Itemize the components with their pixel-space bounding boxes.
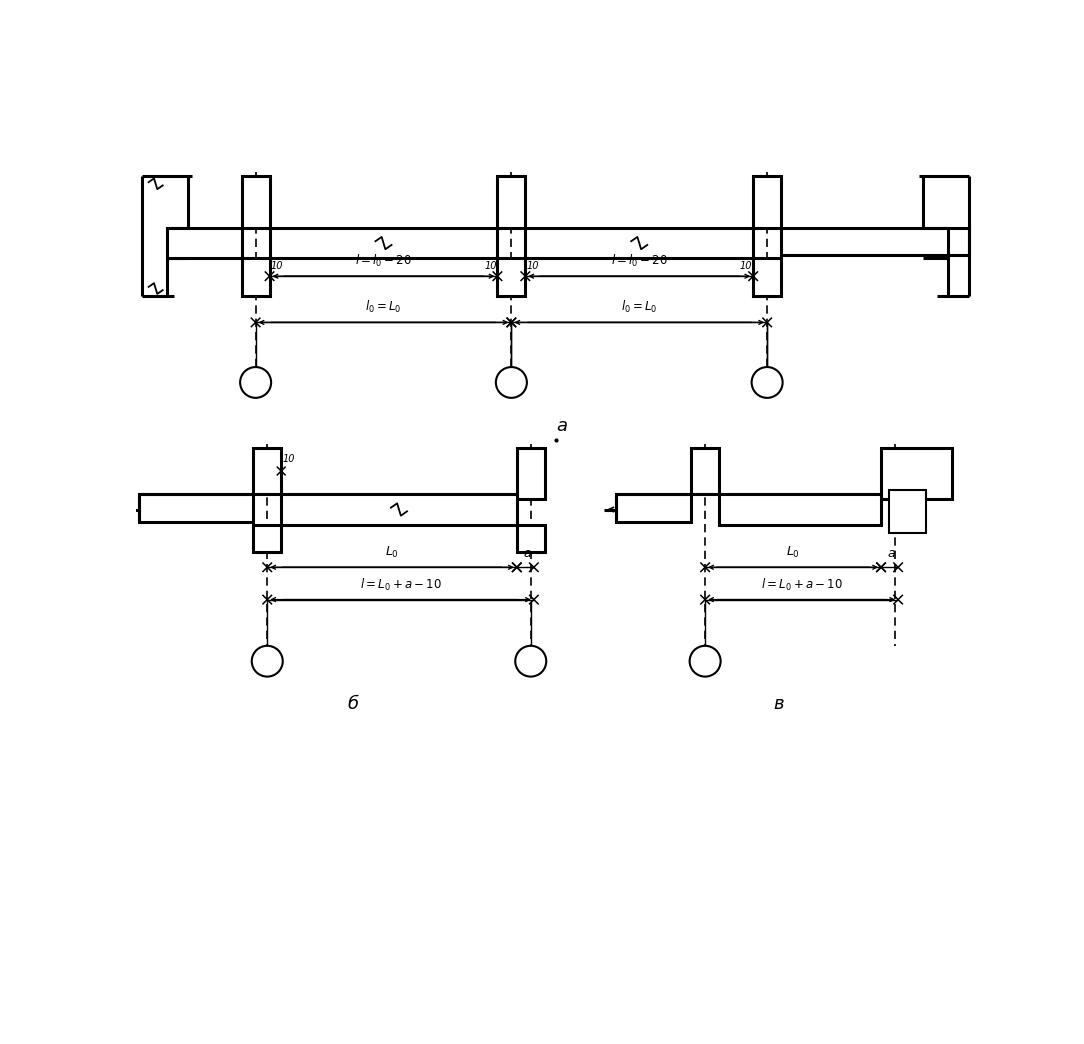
Bar — [254, 448, 281, 494]
Bar — [167, 229, 242, 258]
Bar — [498, 176, 526, 229]
Bar — [281, 494, 517, 525]
Bar — [498, 258, 526, 296]
Text: б: б — [347, 695, 358, 713]
Bar — [242, 258, 270, 296]
Bar — [140, 494, 254, 522]
Bar — [242, 176, 270, 229]
Bar — [517, 525, 544, 552]
Text: в: в — [774, 695, 784, 713]
Text: 10: 10 — [740, 261, 752, 270]
Text: 10: 10 — [485, 261, 496, 270]
Text: $l = L_0 + a - 10$: $l = L_0 + a - 10$ — [761, 576, 842, 593]
Bar — [517, 448, 544, 499]
Text: $l = l_0 - 20$: $l = l_0 - 20$ — [354, 254, 412, 269]
Bar — [753, 258, 782, 296]
Bar — [881, 448, 952, 499]
Bar — [616, 494, 692, 522]
Bar — [692, 448, 719, 494]
Text: $l = l_0 - 20$: $l = l_0 - 20$ — [610, 254, 668, 269]
Bar — [270, 229, 498, 258]
Bar — [719, 494, 881, 525]
Bar — [254, 525, 281, 552]
Text: $L_0$: $L_0$ — [786, 545, 800, 561]
Text: $L_0$: $L_0$ — [385, 545, 399, 561]
Text: $l_0 = L_0$: $l_0 = L_0$ — [621, 300, 658, 315]
Text: $l = L_0 + a - 10$: $l = L_0 + a - 10$ — [360, 576, 441, 593]
Text: a: a — [556, 418, 567, 435]
Text: 10: 10 — [270, 261, 283, 270]
Text: 10: 10 — [526, 261, 539, 270]
Text: $l_0 = L_0$: $l_0 = L_0$ — [365, 300, 402, 315]
Bar — [526, 229, 753, 258]
Bar — [889, 491, 926, 532]
Text: a: a — [524, 547, 531, 561]
Bar — [753, 176, 782, 229]
Bar — [782, 229, 969, 255]
Text: a: a — [888, 547, 895, 561]
Text: 10: 10 — [283, 454, 295, 465]
